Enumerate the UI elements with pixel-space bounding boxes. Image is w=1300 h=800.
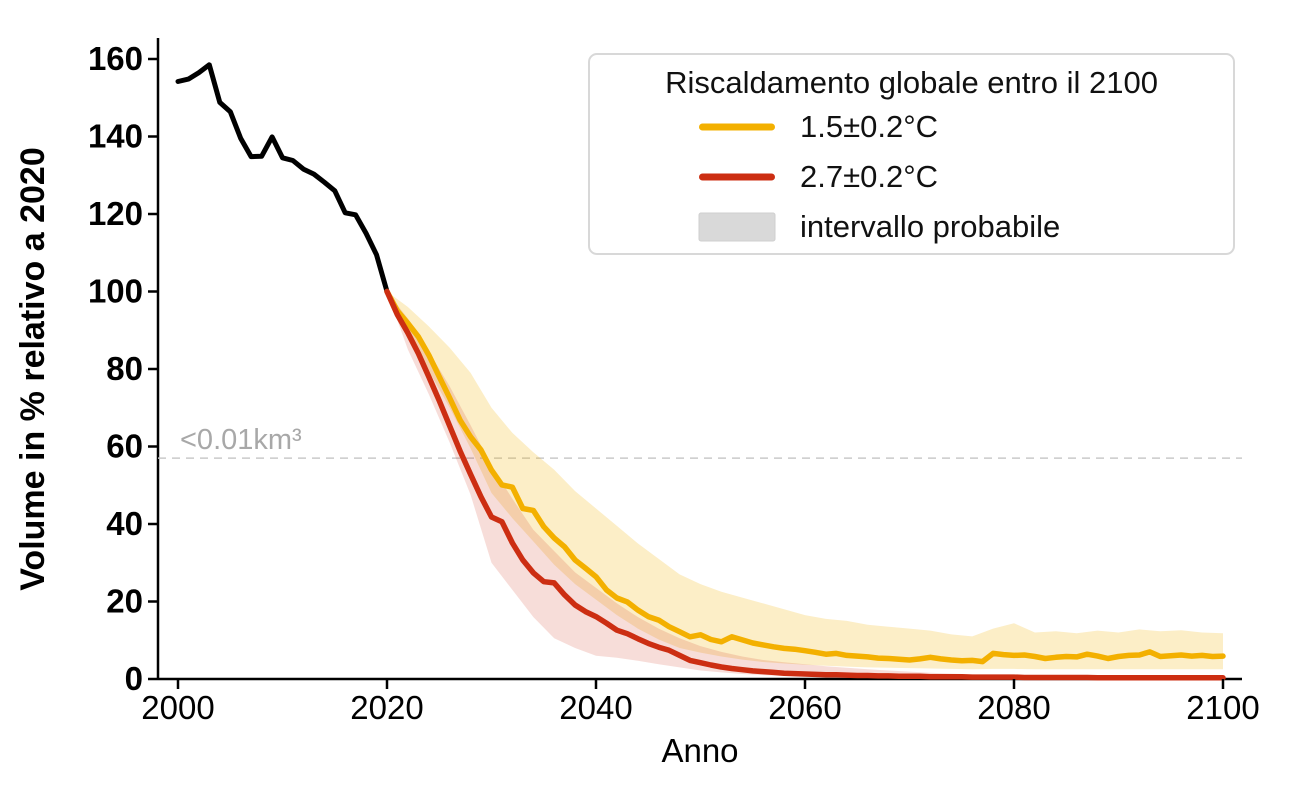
legend-line-swatch-1-5 (698, 122, 776, 132)
x-tick-label: 2000 (141, 689, 214, 726)
x-tick-label: 2020 (350, 689, 423, 726)
legend-label-likely-range: intervallo probabile (800, 209, 1061, 244)
legend-title: Riscaldamento globale entro il 2100 (665, 65, 1158, 100)
legend-label-2-7: 2.7±0.2°C (800, 159, 938, 194)
y-tick-label: 120 (88, 195, 143, 232)
legend-item-likely-range: intervallo probabile (590, 202, 1233, 252)
x-tick-label: 2060 (768, 689, 841, 726)
legend-line-swatch-2-7 (698, 172, 776, 182)
legend-patch-swatch-likely-range (698, 212, 776, 242)
y-axis-title: Volume in % relativo a 2020 (14, 147, 52, 590)
series-line-2 (384, 288, 1226, 681)
y-tick-label: 140 (88, 118, 143, 155)
legend-item-scenario-1-5: 1.5±0.2°C (590, 102, 1233, 152)
threshold-label: <0.01km³ (180, 424, 302, 456)
y-tick-label: 80 (106, 350, 143, 387)
y-tick-label: 60 (106, 428, 143, 465)
series-line-1 (384, 288, 1226, 665)
legend-label-1-5: 1.5±0.2°C (800, 109, 938, 144)
x-axis-title: Anno (661, 732, 738, 769)
x-tick-label: 2100 (1186, 689, 1259, 726)
y-tick-label: 0 (125, 660, 143, 697)
y-tick-label: 160 (88, 40, 143, 77)
uncertainty-band-0 (387, 291, 1223, 670)
chart-legend: Riscaldamento globale entro il 2100 1.5±… (588, 53, 1235, 255)
y-tick-label: 40 (106, 505, 143, 542)
series-line-0 (175, 62, 390, 294)
plot-area: 2000 2020 2040 2060 2080 21000204060801001201… (88, 40, 1260, 726)
y-tick-label: 20 (106, 583, 143, 620)
y-tick-label: 100 (88, 273, 143, 310)
x-tick-label: 2080 (977, 689, 1050, 726)
legend-item-scenario-2-7: 2.7±0.2°C (590, 152, 1233, 202)
x-tick-label: 2040 (559, 689, 632, 726)
